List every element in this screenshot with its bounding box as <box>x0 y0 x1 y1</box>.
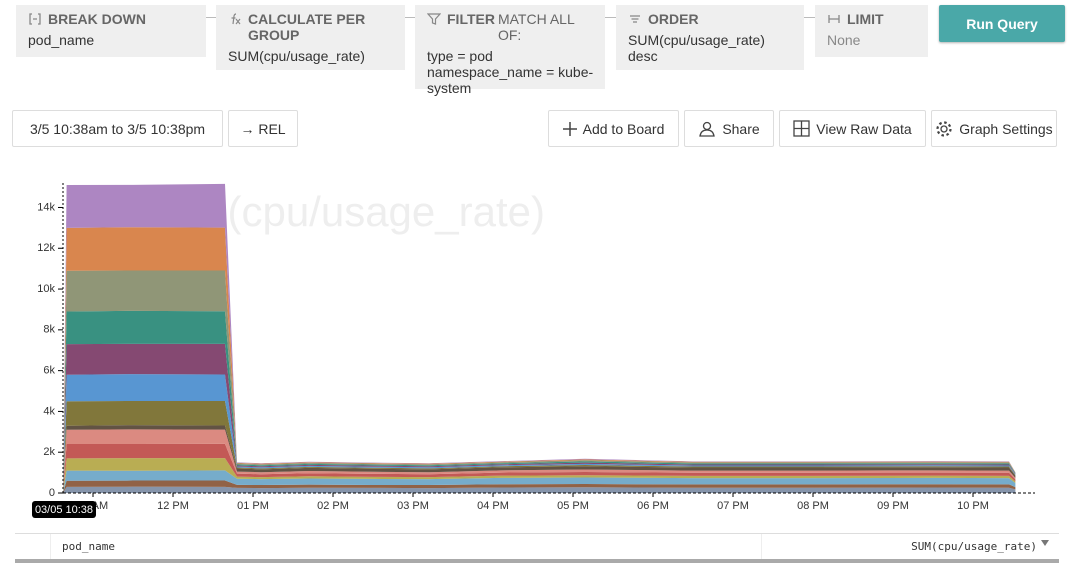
filter-label: FILTER <box>447 11 495 27</box>
order-icon <box>630 15 640 23</box>
view-raw-data-button[interactable]: View Raw Data <box>779 110 926 147</box>
gear-icon <box>936 120 952 137</box>
limit-value: None <box>827 32 861 48</box>
x-tick-label: 02 PM <box>317 500 349 512</box>
filter-condition: namespace_name = kube-system <box>427 64 594 96</box>
button-label: Share <box>722 120 760 137</box>
limit-label: LIMIT <box>847 11 884 27</box>
area <box>63 486 1016 493</box>
separator <box>206 17 216 18</box>
cursor-badge: 03/05 10:38 <box>32 501 96 518</box>
x-tick-label: 01 PM <box>237 500 269 512</box>
x-tick-label: 04 PM <box>477 500 509 512</box>
area <box>63 310 1016 493</box>
breakdown-value: pod_name <box>28 32 95 48</box>
add-to-board-button[interactable]: Add to Board <box>548 110 679 147</box>
breakdown-box[interactable]: BREAK DOWN pod_name <box>16 5 206 57</box>
column-header[interactable]: pod_name <box>62 540 115 553</box>
limit-icon <box>828 15 840 23</box>
calculate-value: SUM(cpu/usage_rate) <box>228 48 365 64</box>
relative-button[interactable]: → REL <box>228 110 298 147</box>
area <box>63 183 1016 493</box>
button-label: Add to Board <box>582 120 665 137</box>
y-tick-label: 6k <box>43 365 55 377</box>
x-tick-label: 06 PM <box>637 500 669 512</box>
run-query-button[interactable]: Run Query <box>939 5 1065 42</box>
results-table-header: pod_name SUM(cpu/usage_rate) <box>15 533 1059 563</box>
area <box>63 343 1016 493</box>
y-tick-label: 4k <box>43 405 55 417</box>
y-tick-label: 8k <box>43 324 55 336</box>
button-label: Graph Settings <box>959 120 1053 137</box>
separator <box>605 17 616 18</box>
separator <box>804 17 815 18</box>
order-box[interactable]: ORDER SUM(cpu/usage_rate) desc <box>616 5 804 70</box>
area <box>63 470 1016 493</box>
area <box>63 480 1016 493</box>
relative-label: → REL <box>240 120 286 137</box>
filter-condition: type = pod <box>427 48 493 64</box>
limit-box[interactable]: LIMIT None <box>815 5 928 57</box>
calculate-label: CALCULATE PER GROUP <box>248 11 366 43</box>
area <box>63 374 1016 493</box>
y-tick-label: 0 <box>49 487 55 499</box>
column-header[interactable]: SUM(cpu/usage_rate) <box>911 540 1037 553</box>
area <box>63 458 1016 493</box>
order-label: ORDER <box>648 11 699 27</box>
filter-conditions: type = pod namespace_name = kube-system <box>427 48 597 96</box>
sort-icon <box>1041 540 1049 546</box>
column-divider <box>761 534 762 559</box>
x-tick-label: 05 PM <box>557 500 589 512</box>
time-range: 3/5 10:38am to 3/5 10:38pm <box>29 120 206 137</box>
separator <box>405 17 415 18</box>
y-tick-label: 2k <box>43 446 55 458</box>
area <box>63 227 1016 493</box>
calculate-box[interactable]: CALCULATE PER GROUP SUM(cpu/usage_rate) <box>216 5 405 70</box>
time-range-button[interactable]: 3/5 10:38am to 3/5 10:38pm <box>12 110 223 147</box>
y-tick-label: 12k <box>37 242 55 254</box>
x-tick-label: 03 PM <box>397 500 429 512</box>
x-tick-label: 08 PM <box>797 500 829 512</box>
share-button[interactable]: Share <box>684 110 774 147</box>
chart: SUM(cpu/usage_rate) 02k4k6k8k10k12k14k11… <box>32 183 1035 518</box>
plus-icon <box>562 121 577 136</box>
breakdown-icon <box>29 13 41 25</box>
button-label: View Raw Data <box>816 120 912 137</box>
column-divider <box>50 534 51 559</box>
cursor-badge-bg <box>32 501 96 518</box>
calculate-icon <box>231 13 241 25</box>
area <box>63 429 1016 493</box>
x-tick-label: 12 PM <box>157 500 189 512</box>
filter-box[interactable]: FILTER MATCH ALL OF: type = pod namespace… <box>415 5 605 96</box>
filter-qualifier: MATCH ALL OF: <box>497 11 575 43</box>
x-tick-label: 09 PM <box>877 500 909 512</box>
cursor-label: 03/05 10:38 <box>35 504 93 516</box>
table-icon <box>793 120 810 137</box>
breakdown-label: BREAK DOWN <box>48 11 146 27</box>
area <box>63 443 1016 493</box>
order-value: SUM(cpu/usage_rate) desc <box>628 32 765 64</box>
y-tick-label: 10k <box>37 283 55 295</box>
x-tick-label: 10 PM <box>957 500 989 512</box>
x-tick-label: 07 PM <box>717 500 749 512</box>
area <box>63 270 1016 493</box>
graph-settings-button[interactable]: Graph Settings <box>931 110 1057 147</box>
y-tick-label: 14k <box>37 201 55 213</box>
filter-icon <box>427 13 441 25</box>
share-icon <box>699 121 716 137</box>
area <box>63 401 1016 493</box>
